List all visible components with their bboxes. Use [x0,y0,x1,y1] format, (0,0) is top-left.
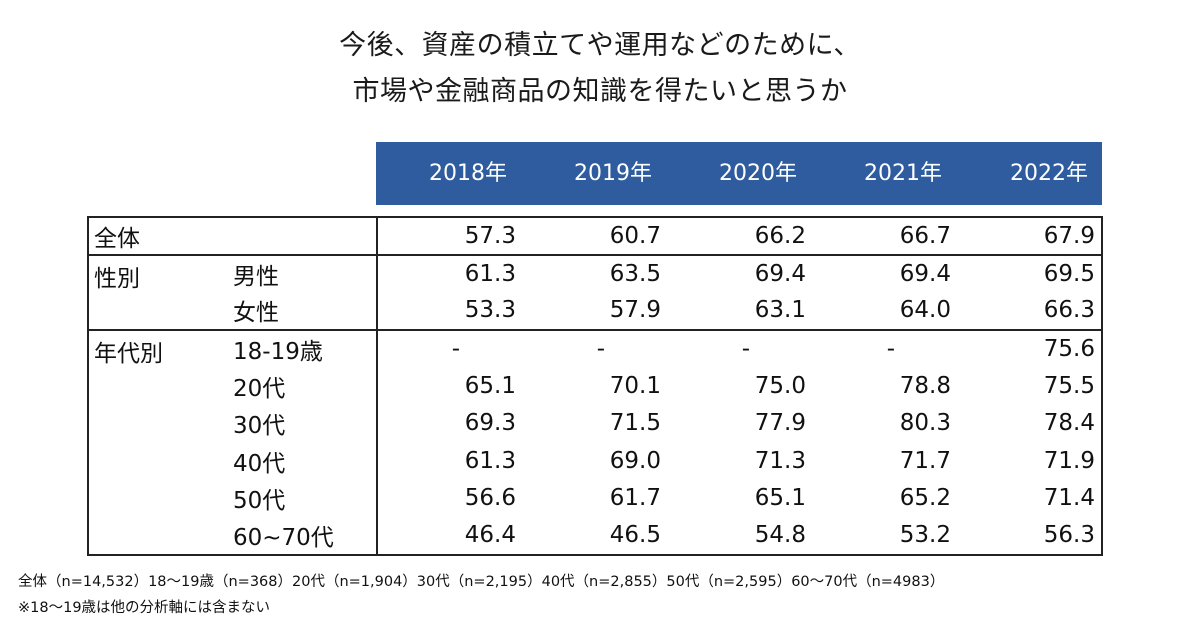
cell-value: 67.9 [957,216,1103,256]
cell-value: 64.0 [812,292,957,331]
cell-value: 63.1 [667,292,812,331]
cell-value: 71.7 [899,447,951,474]
cell-value: - [451,335,460,362]
table-row-female: 女性 53.3 57.9 63.1 64.0 66.3 [88,292,1103,331]
cell-value: 60.7 [522,216,667,256]
table-row-total: 全体 57.3 60.7 66.2 66.7 67.9 [87,216,1103,256]
year-header-2022: 2022年 [1010,161,1088,186]
cell-value: 75.5 [957,367,1103,405]
table-row-age-60-70s: 60~70代 46.4 46.5 54.8 53.2 56.3 [88,517,1103,556]
year-header-2019: 2019年 [574,161,652,186]
row-label-age-50s: 50代 [228,479,378,517]
row-label-age-20s: 20代 [228,367,378,405]
row-label-age-40s: 40代 [228,442,378,480]
cell-value: 80.3 [899,410,951,437]
cell-value: 65.1 [464,372,516,399]
row-label-total: 全体 [87,216,378,256]
table-row-age-30s: 30代 69.3 71.5 77.9 80.3 78.4 [88,404,1103,442]
cell-value: 71.5 [609,410,661,437]
cell-value: 77.9 [754,410,806,437]
cell-value: 56.6 [464,485,516,512]
cell-value: 71.4 [957,479,1103,517]
cell-value: 56.3 [957,517,1103,556]
cell-value: 57.3 [377,216,522,256]
row-label-age-60-70s: 60~70代 [228,517,378,556]
cell-value: 70.1 [609,372,661,399]
cell-value: 69.4 [899,260,951,287]
table-row-male: 性別 男性 61.3 63.5 69.4 69.4 69.5 [87,254,1103,331]
cell-value: 78.8 [899,372,951,399]
cell-value: 69.0 [609,447,661,474]
chart-title-line1: 今後、資産の積立てや運用などのために、 [339,30,861,61]
year-header-2021: 2021年 [864,161,942,186]
cell-value: 71.3 [754,447,806,474]
row-label-age-30s: 30代 [228,404,378,442]
cell-value: - [741,335,750,362]
cell-value: 71.9 [957,442,1103,480]
cell-value: 66.7 [812,216,957,256]
cell-value: 61.3 [464,447,516,474]
year-header-2020: 2020年 [719,161,797,186]
cell-value: 78.4 [957,404,1103,442]
survey-data-table: 全体 57.3 60.7 66.2 66.7 67.9 性別 男性 61.3 6… [87,216,1103,556]
cell-value: 46.5 [522,517,667,556]
cell-value: 46.4 [377,517,522,556]
cell-value: 66.2 [667,216,812,256]
table-row-age-18-19: 年代別 18-19歳 - - - - 75.6 [87,329,1103,556]
cell-value: 69.3 [464,410,516,437]
cell-value: 53.3 [377,292,522,331]
table-row-age-20s: 20代 65.1 70.1 75.0 78.8 75.5 [88,367,1103,405]
row-label-female: 女性 [228,292,378,331]
cell-value: 61.7 [609,485,661,512]
row-label-age-18-19: 18-19歳 [228,329,378,367]
cell-value: 66.3 [957,292,1103,331]
cell-value: 54.8 [667,517,812,556]
cell-value: - [886,335,895,362]
row-label-male: 男性 [228,254,378,292]
cell-value: 65.1 [754,485,806,512]
chart-title-line2: 市場や金融商品の知識を得たいと思うか [352,76,848,107]
cell-value: - [596,335,605,362]
cell-value: 61.3 [464,260,516,287]
table-row-age-40s: 40代 61.3 69.0 71.3 71.7 71.9 [88,442,1103,480]
footnote: ※18～19歳は他の分析軸には含まない [18,600,271,616]
cell-value: 75.0 [754,372,806,399]
cell-value: 57.9 [522,292,667,331]
year-header-bar: 2018年 2019年 2020年 2021年 2022年 [376,142,1102,205]
table-row-age-50s: 50代 56.6 61.7 65.1 65.2 71.4 [88,479,1103,517]
cell-value: 75.6 [957,329,1103,367]
cell-value: 69.4 [754,260,806,287]
group-label-age: 年代別 [87,329,228,556]
year-header-2018: 2018年 [429,161,507,186]
group-label-gender: 性別 [87,254,228,331]
cell-value: 63.5 [609,260,661,287]
sample-size-note: 全体（n=14,532）18～19歳（n=368）20代（n=1,904）30代… [18,574,945,590]
cell-value: 69.5 [957,254,1103,292]
cell-value: 65.2 [899,485,951,512]
cell-value: 53.2 [812,517,957,556]
